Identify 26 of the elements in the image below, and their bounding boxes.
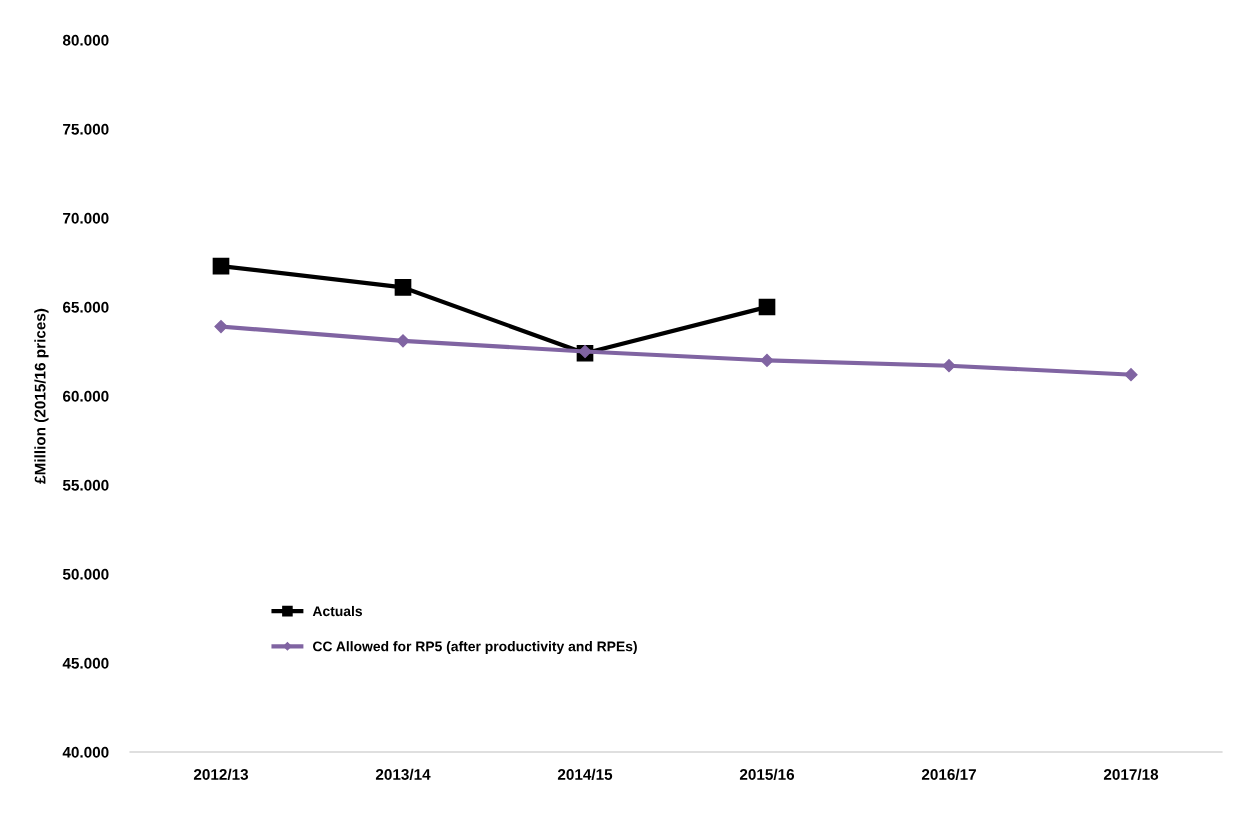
point	[212, 257, 230, 275]
x-tick-label: 2016/17	[921, 768, 976, 781]
y-tick-label: 80.000	[62, 34, 109, 46]
legend-label: CC Allowed for RP5 (after productivity and RPEs)	[313, 641, 637, 655]
y-tick-label: 55.000	[62, 479, 109, 491]
x-tick-label: 2013/14	[375, 768, 431, 781]
point	[214, 319, 228, 334]
y-tick-label: 40.000	[62, 746, 109, 758]
point	[396, 334, 410, 348]
point	[1124, 368, 1138, 382]
y-tick-label: 45.000	[62, 657, 109, 669]
y-tick-label: 60.000	[63, 390, 109, 402]
y-tick-label: 65.000	[63, 301, 109, 313]
x-tick-label: 2015/16	[739, 768, 795, 781]
y-tick-label: 50.000	[62, 568, 109, 580]
y-tick-label: 70.000	[63, 212, 109, 224]
point	[394, 279, 412, 296]
x-tick-label: 2017/18	[1103, 768, 1159, 781]
y-tick-label: 75.000	[63, 123, 109, 135]
point	[942, 359, 956, 373]
x-tick-label: 2014/15	[557, 768, 613, 781]
point	[758, 298, 776, 316]
y-axis-title: £Million (2015/16 prices)	[34, 308, 49, 484]
point	[760, 353, 774, 367]
x-tick-label: 2012/13	[193, 768, 249, 781]
legend-label: Actuals	[312, 605, 363, 617]
